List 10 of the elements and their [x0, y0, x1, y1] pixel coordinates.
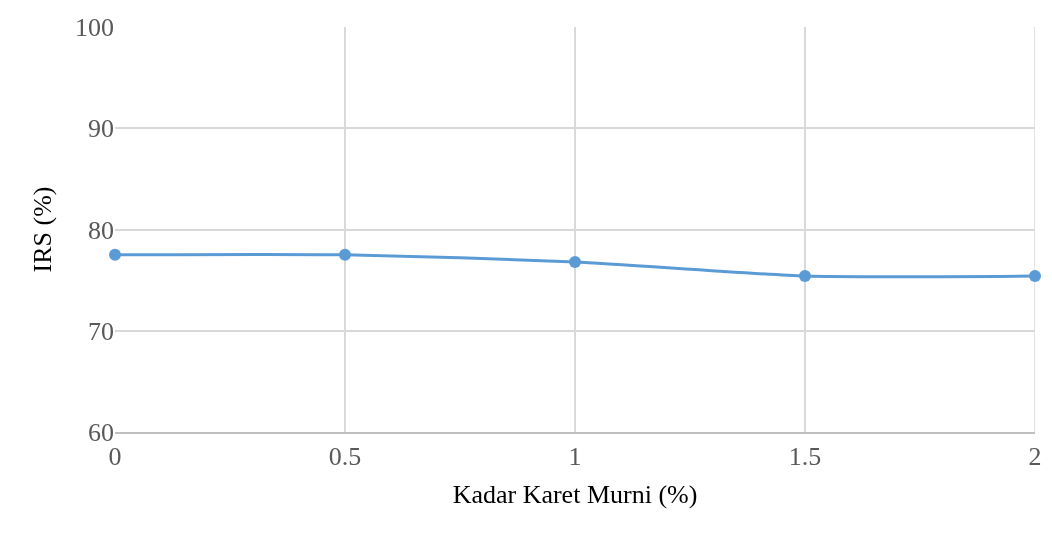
x-axis-title: Kadar Karet Murni (%): [452, 480, 698, 510]
y-axis-title: IRS (%): [28, 186, 58, 273]
x-tick-label: 1.5: [788, 441, 822, 471]
y-tick-label: 80: [88, 215, 114, 245]
x-tick-label: 0.5: [328, 441, 362, 471]
y-tick-label: 90: [88, 114, 114, 144]
y-tick-label: 100: [75, 13, 114, 43]
y-tick-label: 70: [88, 316, 114, 346]
x-tick-label: 1: [568, 441, 582, 471]
x-tick-label: 2: [1028, 441, 1042, 471]
